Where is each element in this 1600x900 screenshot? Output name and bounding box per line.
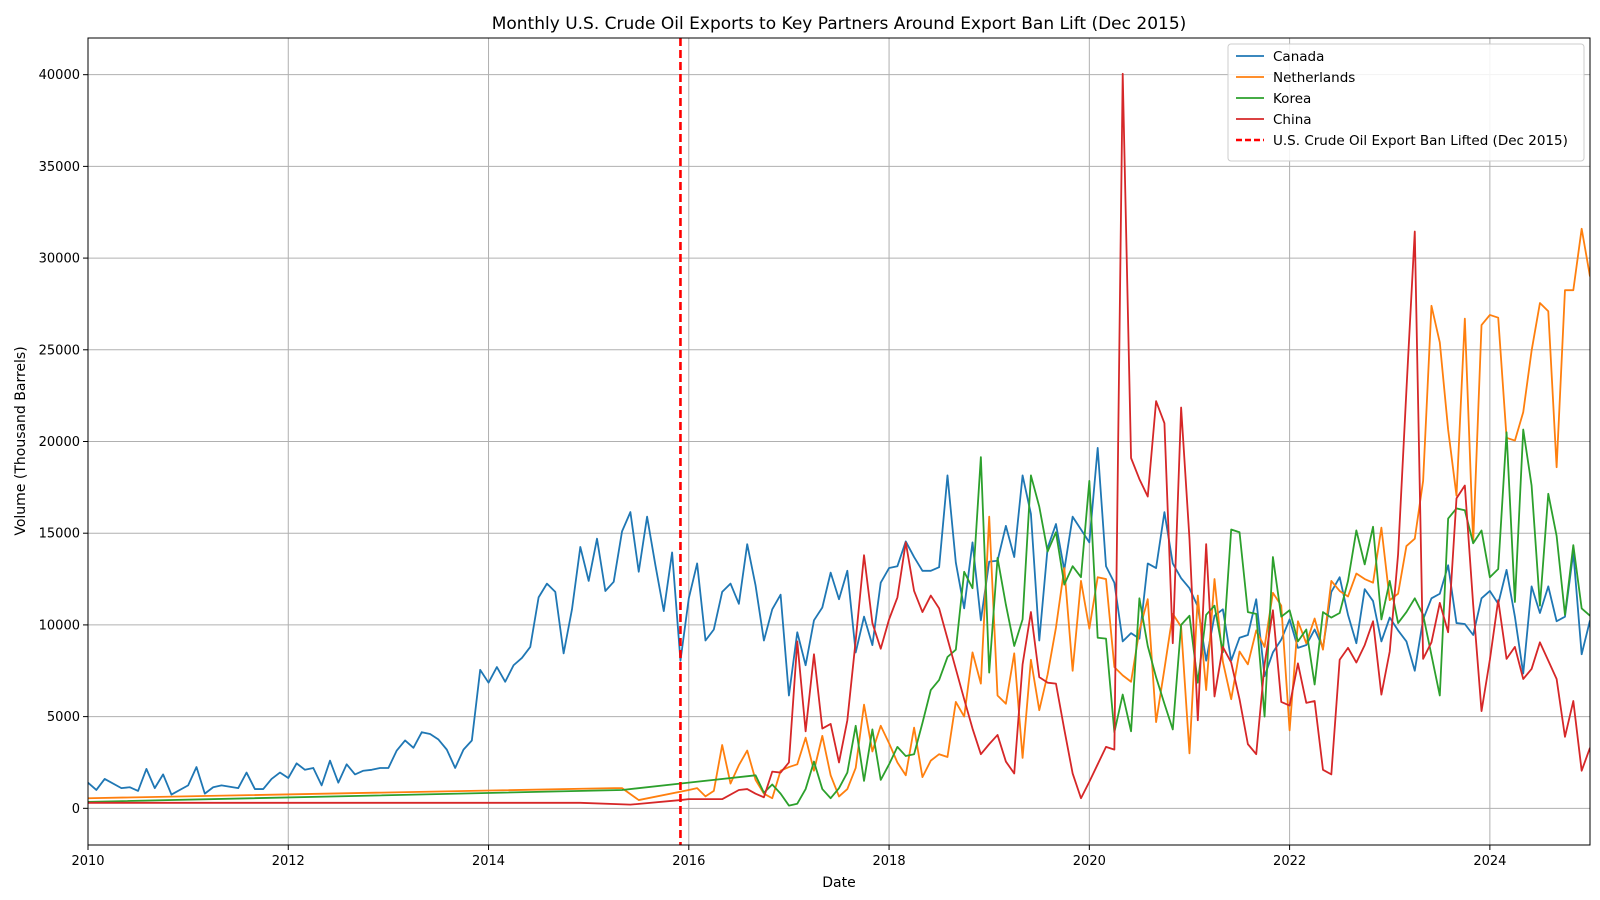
legend-box bbox=[1227, 43, 1585, 162]
x-tick-label: 2010 bbox=[71, 854, 104, 869]
y-tick-label: 40000 bbox=[39, 68, 80, 83]
legend-label: U.S. Crude Oil Export Ban Lifted (Dec 20… bbox=[1273, 133, 1568, 149]
y-tick-label: 15000 bbox=[39, 527, 80, 542]
legend-label: Canada bbox=[1273, 49, 1324, 65]
legend-label: China bbox=[1273, 112, 1312, 128]
x-tick-label: 2012 bbox=[272, 854, 305, 869]
series-group bbox=[88, 38, 1590, 845]
legend-label: Korea bbox=[1273, 91, 1311, 107]
series-line-korea bbox=[88, 428, 1590, 807]
y-tick-label: 10000 bbox=[39, 618, 80, 633]
series-line-china bbox=[88, 72, 1590, 806]
grid bbox=[87, 38, 1590, 845]
legend-label: Netherlands bbox=[1273, 70, 1355, 86]
y-tick-label: 25000 bbox=[39, 343, 80, 358]
y-tick-label: 5000 bbox=[47, 710, 80, 725]
x-tick-label: 2024 bbox=[1473, 854, 1506, 869]
plot-lines bbox=[88, 38, 1590, 845]
chart-title: Monthly U.S. Crude Oil Exports to Key Pa… bbox=[492, 14, 1187, 34]
y-tick-label: 35000 bbox=[39, 160, 80, 175]
x-tick-label: 2020 bbox=[1073, 854, 1106, 869]
y-axis-label: Volume (Thousand Barrels) bbox=[13, 346, 29, 535]
x-tick-label: 2016 bbox=[672, 854, 705, 869]
y-tick-label: 20000 bbox=[39, 435, 80, 450]
x-tick-label: 2022 bbox=[1273, 854, 1306, 869]
x-tick-label: 2018 bbox=[873, 854, 906, 869]
series-line-netherlands bbox=[88, 227, 1590, 801]
y-tick-label: 0 bbox=[72, 802, 80, 817]
legend: Canada Netherlands Korea China U.S. Crude Oi… bbox=[1227, 43, 1585, 162]
x-tick-label: 2014 bbox=[472, 854, 505, 869]
x-axis-label: Date bbox=[822, 875, 855, 891]
y-tick-label: 30000 bbox=[39, 252, 80, 267]
axis-ticks: 2010 2012 2014 2016 2018 2020 2022 2024 0 5000 100… bbox=[39, 68, 1507, 869]
